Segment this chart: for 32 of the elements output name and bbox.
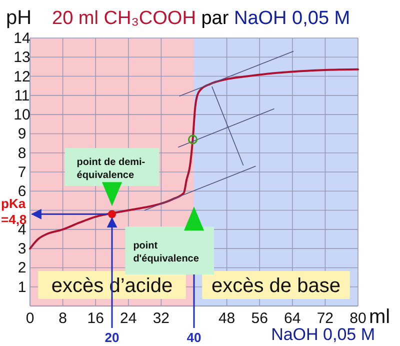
- x-tick-label: 0: [26, 310, 34, 327]
- y-tick-label: 13: [14, 49, 30, 66]
- x-tick-label: 32: [152, 310, 170, 327]
- x-tick-label: 8: [58, 310, 67, 327]
- ref-line-label: 20: [104, 330, 120, 345]
- annotation: point d'équivalence: [133, 240, 200, 264]
- line-series: [29, 68, 359, 250]
- y-tick-label: 10: [14, 106, 30, 124]
- text: NaOH 0,05 M: [271, 325, 375, 344]
- x-tick-label: 16: [87, 310, 104, 327]
- x-tick-label: 80: [350, 310, 366, 327]
- chart-title: 20 ml CH₃COOH par NaOH 0,05 M: [52, 8, 350, 29]
- x-tick-label: 72: [316, 310, 334, 327]
- x-tick-label: 24: [120, 310, 137, 327]
- annotation: point de demi-équivalence: [76, 157, 146, 182]
- y-tick-label: 11: [14, 87, 30, 104]
- y-tick-label: 1: [18, 278, 26, 296]
- y-tick-label: 2: [18, 260, 26, 277]
- ref-line-label: 40: [186, 330, 202, 345]
- y-tick-label: 14: [14, 30, 30, 47]
- y-tick-label: 9: [18, 126, 26, 143]
- x-axis-title: ml: [369, 306, 390, 328]
- y-tick-label: 7: [18, 164, 26, 181]
- y-tick-label: 3: [18, 240, 26, 258]
- y-axis-title: pH: [6, 7, 32, 29]
- x-tick-label: 56: [251, 310, 268, 327]
- x-tick-label: 64: [284, 310, 301, 327]
- y-tick-label: 6: [18, 183, 26, 200]
- band-label: excès de base: [212, 275, 340, 297]
- y-tick-label: 12: [14, 68, 30, 86]
- y-tick-label: 8: [18, 144, 26, 162]
- x-tick-label: 48: [218, 310, 236, 327]
